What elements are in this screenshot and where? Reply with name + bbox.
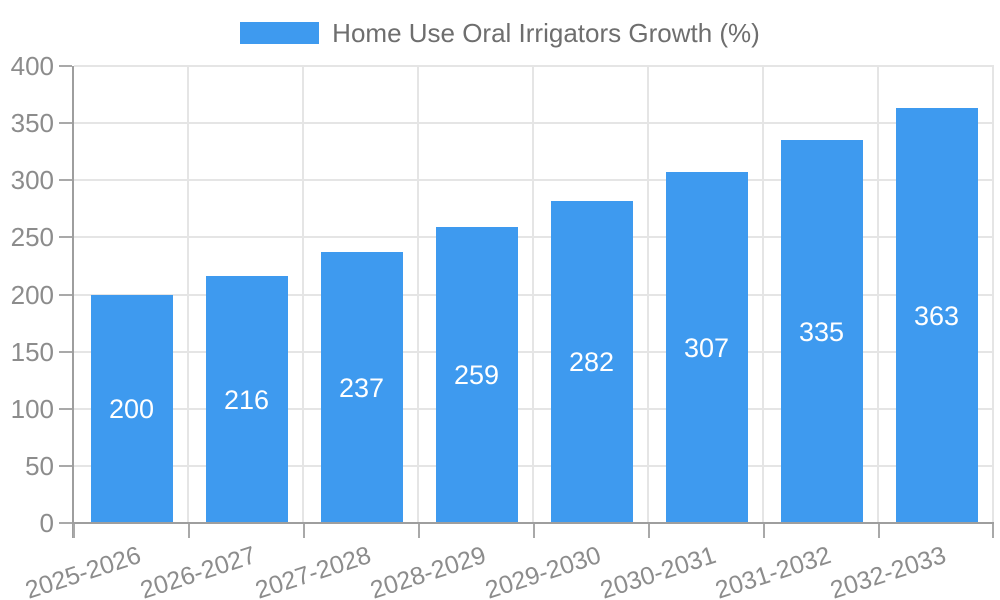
v-gridline [992,66,994,523]
y-axis-tick [59,407,72,410]
bar-value-label: 216 [223,384,270,415]
x-axis-tick [418,524,420,538]
legend-label: Home Use Oral Irrigators Growth (%) [332,18,760,48]
y-tick-label: 0 [39,508,54,538]
bar-value-label: 282 [568,346,615,377]
y-tick-label: 300 [10,165,54,196]
v-gridline [877,66,879,523]
bar-value-label: 307 [683,332,730,363]
h-gridline [74,464,994,467]
h-gridline [74,122,994,125]
h-gridline [74,293,994,296]
bar-2029-2030[interactable] [550,200,633,522]
bar-2025-2026[interactable] [90,294,173,522]
x-axis-tick [73,524,75,538]
x-axis-tick [188,524,190,538]
x-axis-tick [878,524,880,538]
h-gridline [74,65,994,67]
x-axis-tick [763,524,765,538]
bar-2030-2031[interactable] [665,172,748,522]
bar-value-label: 335 [798,316,845,347]
legend-swatch [240,22,320,44]
v-gridline [532,66,534,523]
y-axis-tick [59,236,72,239]
bar-2028-2029[interactable] [435,227,518,522]
h-gridline [74,179,994,182]
bar-2027-2028[interactable] [320,252,403,522]
bar-value-label: 237 [338,372,385,403]
x-axis-tick [533,524,535,538]
y-tick-label: 200 [10,279,54,310]
h-gridline [74,236,994,239]
v-gridline [187,66,189,523]
y-axis-tick [59,464,72,467]
y-axis-tick [59,350,72,353]
x-axis-line [72,522,994,524]
y-axis-tick [59,179,72,182]
bar-value-label: 200 [108,393,155,424]
v-gridline [762,66,764,523]
bar-2032-2033[interactable] [895,108,978,522]
bar-value-label: 363 [913,300,960,331]
bar-2026-2027[interactable] [205,276,288,522]
h-gridline [74,350,994,353]
v-gridline [417,66,419,523]
v-gridline [647,66,649,523]
bar-value-label: 259 [453,360,500,391]
y-axis-tick [59,522,72,524]
y-tick-label: 400 [10,51,54,81]
x-axis-tick [992,524,994,538]
y-tick-label: 250 [10,222,54,253]
y-axis-tick [59,65,72,67]
y-axis-tick [59,122,72,125]
y-tick-label: 350 [10,108,54,139]
bar-2031-2032[interactable] [780,140,863,522]
y-tick-label: 150 [10,336,54,367]
y-tick-label: 100 [10,393,54,424]
x-axis-tick [303,524,305,538]
y-axis-line [72,66,74,538]
y-axis-tick [59,293,72,296]
v-gridline [302,66,304,523]
y-tick-label: 50 [25,450,54,481]
h-gridline [74,407,994,410]
legend-item[interactable]: Home Use Oral Irrigators Growth (%) [0,14,1000,52]
x-axis-tick [648,524,650,538]
